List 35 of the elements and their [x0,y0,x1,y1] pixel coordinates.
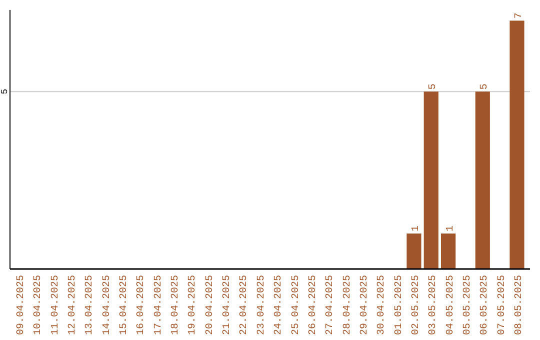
x-tick-label: 05.05.2025 [462,275,474,336]
x-tick-label: 03.05.2025 [428,275,440,336]
x-tick-label: 12.04.2025 [68,275,79,336]
data-label: 1 [445,226,456,232]
x-tick-label: 15.04.2025 [119,275,130,336]
data-label: 5 [480,84,491,90]
x-tick-label: 26.04.2025 [308,275,319,336]
x-tick-label: 27.04.2025 [325,275,336,336]
x-tick-label: 09.04.2025 [16,275,28,336]
x-tick-label: 07.05.2025 [496,275,508,336]
x-tick-label: 17.04.2025 [153,275,164,336]
x-tick-label: 08.05.2025 [514,275,525,336]
data-label: 5 [428,84,440,90]
x-tick-label: 11.04.2025 [50,275,62,336]
x-tick-label: 06.05.2025 [480,275,491,336]
x-tick-label: 22.04.2025 [239,275,250,336]
x-tick-label: 04.05.2025 [445,275,456,336]
data-label: 1 [410,226,422,232]
x-tick-label: 19.04.2025 [188,275,199,336]
x-tick-label: 30.04.2025 [376,275,388,336]
x-tick-label: 02.05.2025 [410,275,422,336]
x-tick-label: 23.04.2025 [256,275,268,336]
data-label: 7 [514,12,525,19]
x-tick-label: 18.04.2025 [170,275,182,336]
x-tick-label: 16.04.2025 [136,275,148,336]
x-tick-label: 01.05.2025 [394,275,405,336]
x-tick-label: 25.04.2025 [290,275,302,336]
x-tick-label: 29.04.2025 [359,275,370,336]
x-tick-label: 20.04.2025 [204,275,216,336]
x-tick-label: 24.04.2025 [274,275,285,336]
x-tick-label: 13.04.2025 [84,275,96,336]
x-tick-label: 21.04.2025 [222,275,234,336]
x-tick-label: 28.04.2025 [342,275,354,336]
x-tick-label: 10.04.2025 [33,275,44,336]
x-tick-label: 14.04.2025 [102,275,113,336]
